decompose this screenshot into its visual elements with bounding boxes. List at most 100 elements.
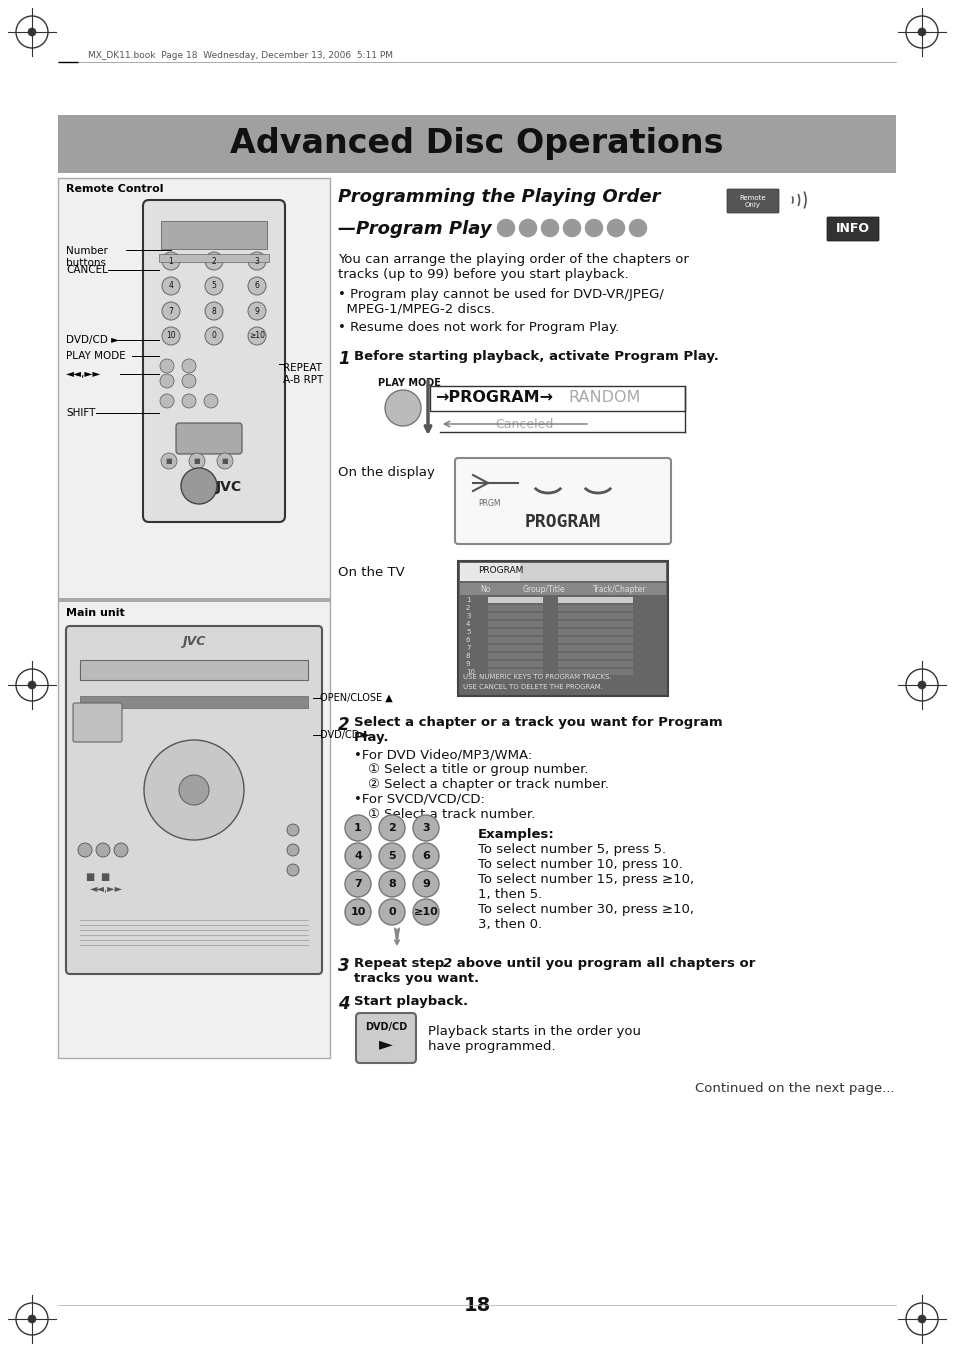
Text: Before starting playback, activate Program Play.: Before starting playback, activate Progr…	[354, 350, 719, 363]
Circle shape	[160, 394, 173, 408]
Circle shape	[179, 775, 209, 805]
Text: 3, then 0.: 3, then 0.	[477, 917, 541, 931]
Circle shape	[162, 303, 180, 320]
Circle shape	[287, 844, 298, 857]
Circle shape	[917, 28, 925, 36]
Circle shape	[385, 390, 420, 426]
Circle shape	[28, 28, 36, 36]
Bar	[488, 597, 542, 603]
Text: ≥10: ≥10	[414, 907, 438, 917]
Text: • Program play cannot be used for DVD-VR/JPEG/: • Program play cannot be used for DVD-VR…	[337, 288, 663, 301]
Text: ■: ■	[221, 458, 228, 463]
Text: REPEAT
A-B RPT: REPEAT A-B RPT	[283, 363, 323, 385]
Text: Start playback.: Start playback.	[354, 994, 468, 1008]
Text: 7: 7	[465, 644, 470, 651]
Text: 3: 3	[465, 613, 470, 619]
Circle shape	[205, 303, 223, 320]
Circle shape	[378, 815, 405, 842]
Circle shape	[248, 277, 266, 295]
Bar	[58, 115, 895, 173]
Circle shape	[518, 219, 537, 236]
Text: 18: 18	[463, 1296, 490, 1315]
Circle shape	[204, 394, 218, 408]
Text: 2: 2	[465, 605, 470, 611]
Text: Number
buttons: Number buttons	[66, 246, 108, 267]
Text: •For SVCD/VCD/CD:: •For SVCD/VCD/CD:	[354, 793, 484, 807]
Bar	[488, 605, 542, 611]
Circle shape	[144, 740, 244, 840]
Text: USE NUMERIC KEYS TO PROGRAM TRACKS.: USE NUMERIC KEYS TO PROGRAM TRACKS.	[462, 674, 611, 680]
Text: Playback starts in the order you: Playback starts in the order you	[428, 1025, 640, 1038]
Text: 8: 8	[212, 307, 216, 316]
Circle shape	[181, 467, 216, 504]
FancyBboxPatch shape	[175, 423, 242, 454]
Text: To select number 5, press 5.: To select number 5, press 5.	[477, 843, 665, 857]
Bar	[430, 386, 684, 411]
Bar	[558, 630, 633, 635]
Text: Examples:: Examples:	[477, 828, 554, 842]
Bar	[488, 661, 542, 667]
Text: USE CANCEL TO DELETE THE PROGRAM.: USE CANCEL TO DELETE THE PROGRAM.	[462, 684, 602, 690]
Text: OPEN/CLOSE ▲: OPEN/CLOSE ▲	[319, 693, 393, 703]
Circle shape	[917, 1315, 925, 1323]
Circle shape	[205, 253, 223, 270]
Bar	[558, 644, 633, 651]
Text: 2: 2	[442, 957, 452, 970]
Text: 4: 4	[465, 621, 470, 627]
Text: 2: 2	[212, 257, 216, 266]
Text: • Resume does not work for Program Play.: • Resume does not work for Program Play.	[337, 322, 618, 334]
Text: JVC: JVC	[182, 635, 206, 648]
Bar	[459, 584, 665, 594]
Text: Advanced Disc Operations: Advanced Disc Operations	[230, 127, 723, 161]
Text: 1: 1	[465, 597, 470, 603]
Text: 6: 6	[254, 281, 259, 290]
Circle shape	[205, 277, 223, 295]
Circle shape	[413, 815, 438, 842]
Circle shape	[345, 815, 371, 842]
Text: Track/Chapter: Track/Chapter	[593, 585, 646, 594]
Text: Programming the Playing Order: Programming the Playing Order	[337, 188, 659, 205]
Text: 8: 8	[465, 653, 470, 659]
Text: RANDOM: RANDOM	[567, 390, 639, 405]
FancyBboxPatch shape	[143, 200, 285, 521]
Bar	[488, 630, 542, 635]
Circle shape	[189, 453, 205, 469]
Text: —Program Play: —Program Play	[337, 220, 491, 238]
Text: 2: 2	[337, 716, 349, 734]
Text: •For DVD Video/MP3/WMA:: •For DVD Video/MP3/WMA:	[354, 748, 532, 761]
Text: ② Select a chapter or track number.: ② Select a chapter or track number.	[368, 778, 608, 790]
Text: 3: 3	[337, 957, 349, 975]
Circle shape	[182, 374, 195, 388]
Text: Remote
Only: Remote Only	[739, 195, 765, 208]
Circle shape	[248, 303, 266, 320]
Text: 5: 5	[465, 630, 470, 635]
Circle shape	[160, 374, 173, 388]
FancyBboxPatch shape	[73, 703, 122, 742]
Bar	[488, 669, 542, 676]
Circle shape	[378, 843, 405, 869]
Text: 6: 6	[465, 638, 470, 643]
Text: INFO: INFO	[835, 223, 869, 235]
Circle shape	[413, 843, 438, 869]
Text: 1, then 5.: 1, then 5.	[477, 888, 541, 901]
Bar	[161, 222, 267, 249]
Text: →PROGRAM→: →PROGRAM→	[435, 390, 553, 405]
Bar	[558, 613, 633, 619]
Text: 4: 4	[354, 851, 361, 861]
Circle shape	[628, 219, 646, 236]
Text: PLAY MODE: PLAY MODE	[377, 378, 440, 388]
Circle shape	[287, 865, 298, 875]
Text: ≥10: ≥10	[249, 331, 265, 340]
Bar	[159, 254, 269, 262]
Text: To select number 30, press ≥10,: To select number 30, press ≥10,	[477, 902, 693, 916]
FancyBboxPatch shape	[826, 218, 878, 240]
Text: CANCEL: CANCEL	[66, 265, 108, 276]
Text: ■: ■	[166, 458, 172, 463]
FancyBboxPatch shape	[459, 563, 519, 581]
Text: Play.: Play.	[354, 731, 389, 744]
Circle shape	[248, 327, 266, 345]
Circle shape	[182, 394, 195, 408]
Text: tracks (up to 99) before you start playback.: tracks (up to 99) before you start playb…	[337, 267, 628, 281]
Text: Repeat step: Repeat step	[354, 957, 449, 970]
Circle shape	[378, 871, 405, 897]
